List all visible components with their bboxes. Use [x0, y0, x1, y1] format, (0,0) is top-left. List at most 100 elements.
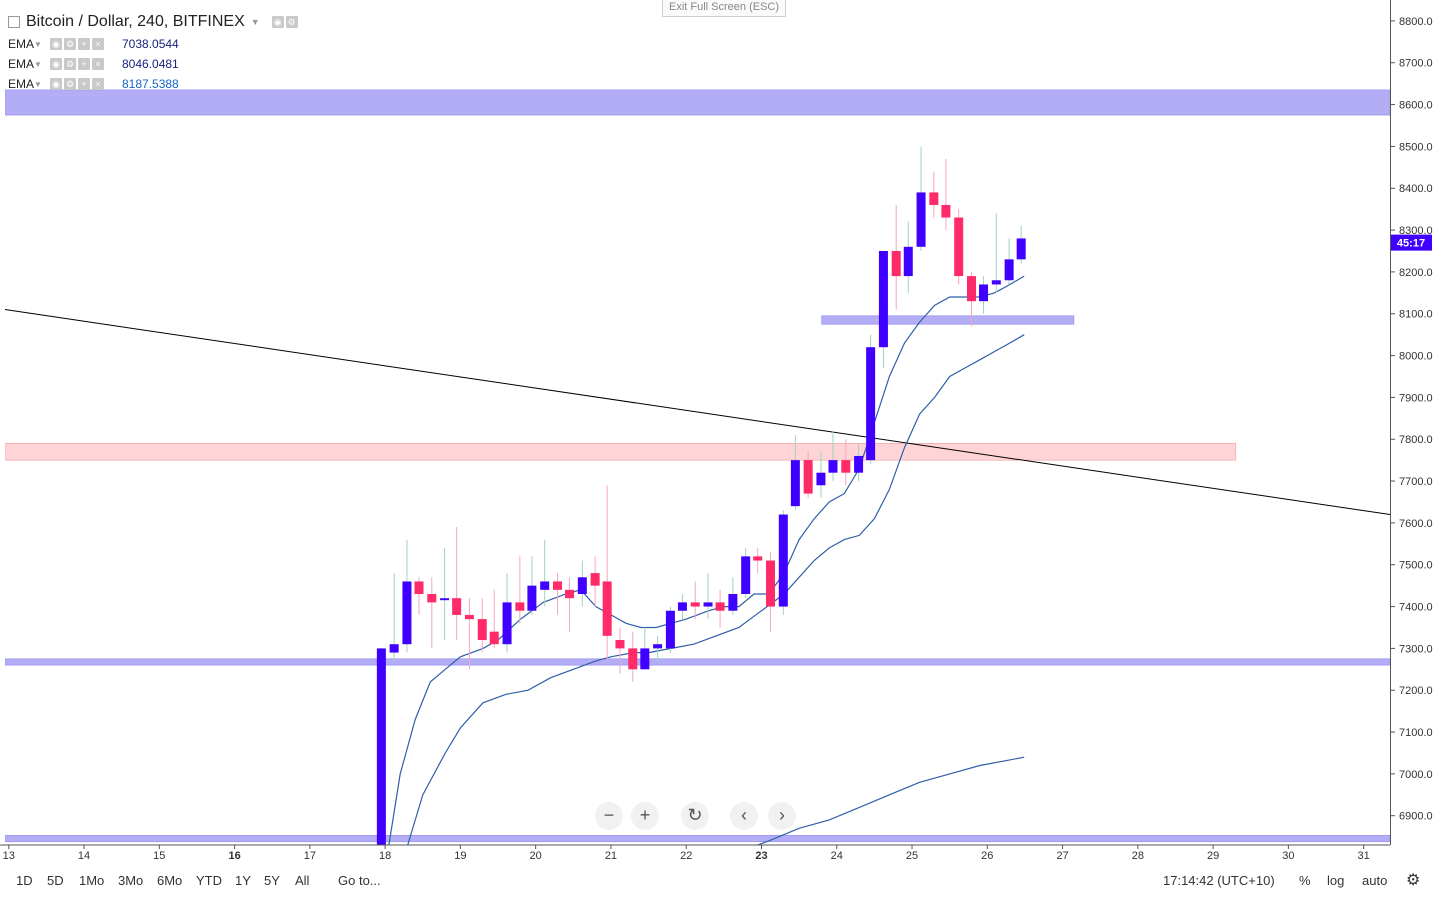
zoom-in-button[interactable]: +	[631, 802, 659, 830]
candle-body	[690, 602, 700, 607]
y-tick-label: 7300.0	[1399, 643, 1433, 655]
y-tick-label: 8000.0	[1399, 351, 1433, 363]
eye-icon[interactable]: ◉	[50, 78, 62, 90]
candle-body	[991, 280, 1001, 285]
settings-icon[interactable]: ⚙	[64, 78, 76, 90]
candle-body	[916, 192, 926, 247]
close-icon[interactable]: ×	[92, 78, 104, 90]
candle-body	[628, 648, 638, 670]
zone-band-0	[5, 89, 1390, 116]
ema-value: 7038.0544	[122, 37, 179, 51]
candle-body	[941, 204, 951, 218]
timeframe-1y[interactable]: 1Y	[235, 873, 251, 888]
timeframe-5d[interactable]: 5D	[47, 873, 64, 888]
y-tick-label: 7900.0	[1399, 392, 1433, 404]
x-tick-label: 30	[1282, 850, 1294, 862]
candle-body	[778, 514, 788, 607]
candle-body	[502, 602, 512, 645]
candle-body	[615, 640, 625, 649]
ema-row-3[interactable]: EMA ▼ ◉ ⚙ + × 8187.5388	[8, 74, 298, 94]
ema-controls: ◉ ⚙ + ×	[50, 78, 116, 90]
close-icon[interactable]: ×	[92, 58, 104, 70]
chevron-down-icon[interactable]: ▼	[250, 17, 260, 27]
candle-body	[653, 644, 663, 649]
y-tick-label: 8200.0	[1399, 267, 1433, 279]
ema-label: EMA	[8, 57, 35, 71]
auto-toggle[interactable]: auto	[1362, 873, 1388, 888]
x-tick-label: 31	[1358, 850, 1370, 862]
candle-body	[828, 460, 838, 473]
add-icon[interactable]: +	[78, 58, 90, 70]
timeframe-1mo[interactable]: 1Mo	[79, 873, 105, 888]
gear-icon[interactable]: ⚙	[1406, 872, 1421, 889]
candle-body	[966, 276, 976, 302]
ema-line-2	[407, 334, 1025, 845]
timeframe-all[interactable]: All	[295, 873, 310, 888]
candle-body	[715, 602, 725, 611]
scroll-left-button[interactable]: ‹	[730, 802, 758, 830]
clock-timezone[interactable]: 17:14:42 (UTC+10)	[1163, 873, 1275, 888]
candle-body	[665, 610, 675, 649]
candle-body	[527, 585, 537, 611]
close-icon[interactable]: ×	[92, 38, 104, 50]
timeframe-ytd[interactable]: YTD	[196, 873, 222, 888]
timeframe-3mo[interactable]: 3Mo	[118, 873, 144, 888]
candle-body	[803, 460, 813, 494]
x-tick-label: 18	[379, 850, 391, 862]
x-tick-label: 20	[530, 850, 542, 862]
percent-toggle[interactable]: %	[1299, 873, 1311, 888]
exit-fullscreen-button[interactable]: Exit Full Screen (ESC)	[662, 0, 786, 17]
goto-button[interactable]: Go to...	[338, 873, 381, 888]
candle-body	[464, 614, 474, 620]
timeframe-6mo[interactable]: 6Mo	[157, 873, 183, 888]
zoom-out-button[interactable]: −	[595, 802, 623, 830]
ema-row-2[interactable]: EMA ▼ ◉ ⚙ + × 8046.0481	[8, 54, 298, 74]
candle-body	[741, 556, 751, 595]
chevron-down-icon[interactable]: ▼	[34, 79, 42, 89]
candle-body	[1016, 238, 1026, 260]
trendline	[4, 309, 1391, 516]
x-tick-label: 22	[680, 850, 692, 862]
scroll-right-button[interactable]: ›	[768, 802, 796, 830]
candle-body	[790, 460, 800, 507]
settings-icon[interactable]: ⚙	[64, 58, 76, 70]
add-icon[interactable]: +	[78, 78, 90, 90]
eye-icon[interactable]: ◉	[50, 38, 62, 50]
settings-icon[interactable]: ⚙	[64, 38, 76, 50]
timeframe-5y[interactable]: 5Y	[264, 873, 280, 888]
eye-icon[interactable]: ◉	[50, 58, 62, 70]
log-toggle[interactable]: log	[1327, 873, 1345, 888]
y-tick-label: 7200.0	[1399, 685, 1433, 697]
candle-body	[1004, 259, 1014, 281]
y-tick-label: 6900.0	[1399, 811, 1433, 823]
ema-row-1[interactable]: EMA ▼ ◉ ⚙ + × 7038.0544	[8, 34, 298, 54]
settings-icon[interactable]: ⚙	[285, 16, 298, 28]
candle-body	[590, 573, 600, 586]
add-icon[interactable]: +	[78, 38, 90, 50]
candle-body	[866, 347, 876, 461]
zone-band-3	[5, 658, 1390, 666]
y-tick-label: 7500.0	[1399, 560, 1433, 572]
candle-body	[766, 560, 776, 607]
timeframe-1d[interactable]: 1D	[16, 873, 33, 888]
collapse-icon[interactable]	[8, 16, 20, 28]
x-tick-label: 28	[1132, 850, 1144, 862]
candle-body	[402, 581, 412, 645]
symbol-title[interactable]: Bitcoin / Dollar, 240, BITFINEX	[26, 13, 245, 30]
chevron-down-icon[interactable]: ▼	[34, 59, 42, 69]
candle-body	[577, 577, 587, 595]
x-tick-label: 14	[78, 850, 90, 862]
reset-chart-button[interactable]: ↻	[681, 802, 709, 830]
ema-value: 8046.0481	[122, 57, 179, 71]
candle-body	[841, 460, 851, 473]
candle-body	[753, 556, 763, 561]
ema-controls: ◉ ⚙ + ×	[50, 38, 116, 50]
x-tick-label: 17	[304, 850, 316, 862]
symbol-header: Bitcoin / Dollar, 240, BITFINEX ▼ ◉ ⚙	[8, 10, 298, 34]
eye-icon[interactable]: ◉	[271, 16, 284, 28]
x-tick-label: 23	[755, 850, 767, 862]
chevron-down-icon[interactable]: ▼	[34, 39, 42, 49]
x-tick-label: 26	[981, 850, 993, 862]
